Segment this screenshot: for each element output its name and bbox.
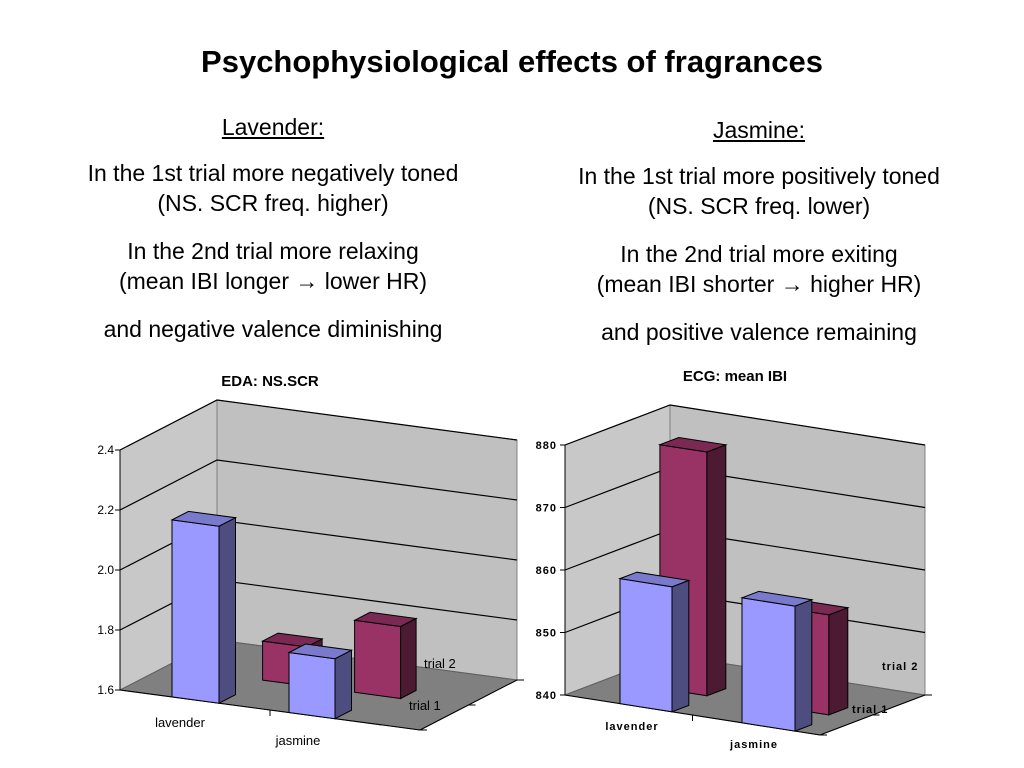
bar-side xyxy=(400,617,417,700)
jasmine-heading: Jasmine: xyxy=(712,117,806,143)
chart-ecg: ECG: mean IBI 840 850 860 870 880 lavender jasm… xyxy=(536,368,932,751)
bar-trial-1-jasmine xyxy=(740,590,814,732)
series-label: trial 2 xyxy=(424,656,456,671)
bar-trial-2-jasmine xyxy=(352,611,418,700)
gridline xyxy=(119,459,518,511)
series-label: trial 1 xyxy=(409,698,441,713)
lavender-line-1a: In the 1st trial more negatively toned xyxy=(87,160,459,186)
jasmine-line-1b: (NS. SCR freq. lower) xyxy=(647,193,871,219)
lavender-line-2b: (mean IBI longer → lower HR) xyxy=(118,268,428,294)
bar-side xyxy=(794,598,813,732)
chart-eda: EDA: NS.SCR 1.6 1.8 2.0 2.2 2.4 lavender jasmin… xyxy=(97,373,524,748)
chart-title: EDA: NS.SCR xyxy=(221,373,319,390)
lavender-line-2a: In the 2nd trial more relaxing xyxy=(127,238,419,264)
bar-top xyxy=(657,436,728,453)
bar-top xyxy=(287,643,354,660)
slide-title: Psychophysiological effects of fragrance… xyxy=(201,44,823,79)
series-label: trial 2 xyxy=(882,661,918,673)
bar-top xyxy=(618,571,691,588)
y-tick-label: 1.6 xyxy=(97,683,114,697)
jasmine-description: Jasmine: In the 1st trial more positivel… xyxy=(530,115,988,347)
y-tick-label: 880 xyxy=(536,440,557,452)
bar-side xyxy=(671,579,690,713)
bar-top xyxy=(740,590,814,607)
bar-front xyxy=(171,519,220,704)
bar-front xyxy=(354,619,402,700)
bar-side xyxy=(706,444,727,697)
lavender-line-1b: (NS. SCR freq. higher) xyxy=(157,190,389,216)
category-label: lavender xyxy=(155,715,206,730)
category-label: jasmine xyxy=(729,739,778,751)
jasmine-line-2a: In the 2nd trial more exiting xyxy=(620,241,898,267)
bar-trial-1-lavender xyxy=(618,571,691,713)
y-tick-label: 850 xyxy=(536,628,557,640)
gridline xyxy=(564,404,926,446)
y-tick-label: 2.4 xyxy=(97,443,114,457)
jasmine-line-1a: In the 1st trial more positively toned xyxy=(578,163,940,189)
lavender-line-3: and negative valence diminishing xyxy=(103,316,443,342)
jasmine-line-2b: (mean IBI shorter → higher HR) xyxy=(596,271,922,297)
jasmine-line-3: and positive valence remaining xyxy=(601,319,917,345)
bar-front xyxy=(619,578,673,713)
bar-side xyxy=(828,606,849,716)
y-tick-label: 1.8 xyxy=(97,623,114,637)
y-tick-label: 870 xyxy=(536,503,557,515)
y-tick-label: 840 xyxy=(536,690,557,702)
bar-top xyxy=(260,632,324,648)
y-tick-label: 2.2 xyxy=(97,503,114,517)
bar-trial-1-jasmine xyxy=(287,643,354,720)
lavender-heading: Lavender: xyxy=(221,114,325,140)
bar-front xyxy=(288,651,336,720)
series-label: trial 1 xyxy=(852,704,888,716)
category-label: jasmine xyxy=(275,733,321,748)
category-label: lavender xyxy=(605,721,658,733)
bar-side xyxy=(218,516,236,705)
bar-top xyxy=(170,510,238,527)
chart-title: ECG: mean IBI xyxy=(683,368,787,385)
y-tick-label: 2.0 xyxy=(97,563,114,577)
bar-front xyxy=(741,597,796,732)
y-tick-label: 860 xyxy=(536,565,557,577)
lavender-description: Lavender: In the 1st trial more negative… xyxy=(40,112,506,344)
bar-trial-1-lavender xyxy=(170,510,238,705)
gridline xyxy=(119,399,518,451)
bar-side xyxy=(334,649,352,720)
bar-top xyxy=(352,611,418,628)
